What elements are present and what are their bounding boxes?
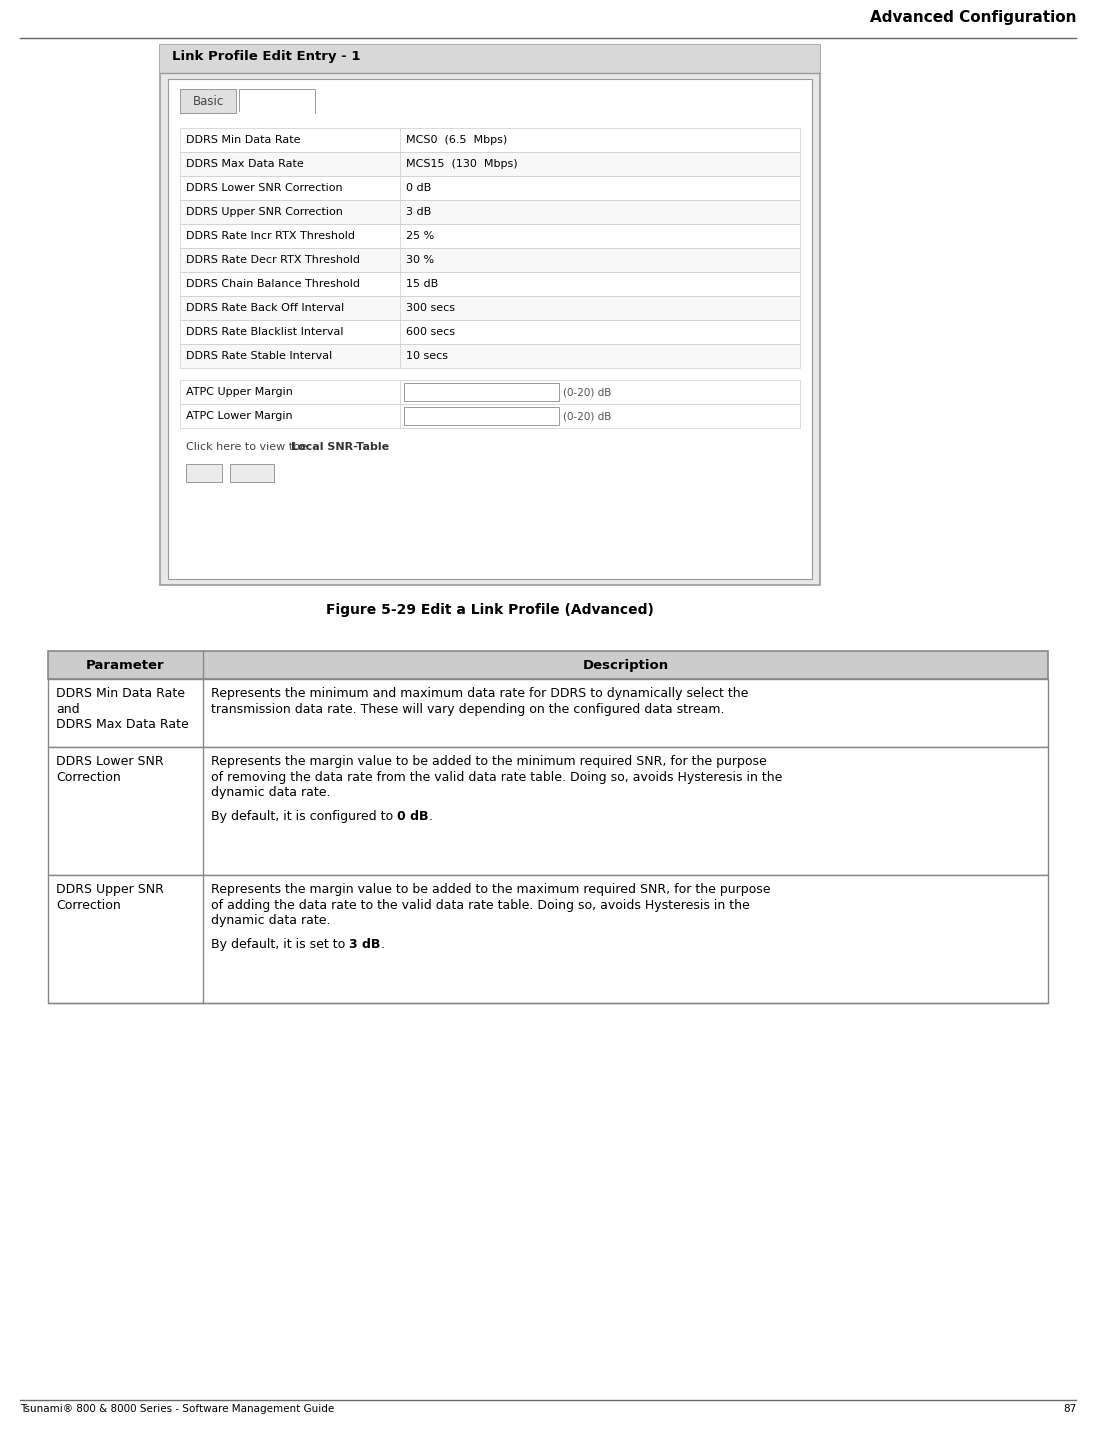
Text: 25 %: 25 % — [406, 231, 434, 242]
Bar — [230, 464, 274, 482]
Text: Back: Back — [239, 469, 265, 477]
Bar — [186, 464, 222, 482]
Text: 15 dB: 15 dB — [406, 279, 438, 289]
Bar — [48, 747, 1048, 875]
Text: 3 dB: 3 dB — [350, 937, 380, 950]
Text: DDRS Rate Back Off Interval: DDRS Rate Back Off Interval — [186, 303, 344, 313]
Bar — [48, 679, 1048, 747]
Bar — [180, 272, 800, 296]
Text: Local SNR-Table: Local SNR-Table — [290, 442, 389, 452]
Text: By default, it is set to: By default, it is set to — [212, 937, 350, 950]
Text: 10: 10 — [410, 387, 424, 397]
Text: Description: Description — [582, 659, 669, 672]
Bar — [180, 404, 800, 429]
Text: Advanced: Advanced — [244, 94, 309, 107]
Bar — [180, 129, 800, 151]
Bar — [180, 224, 800, 249]
Text: and: and — [56, 703, 80, 716]
Text: transmission data rate. These will vary depending on the configured data stream.: transmission data rate. These will vary … — [212, 703, 724, 716]
Text: Correction: Correction — [56, 899, 121, 912]
Text: Parameter: Parameter — [87, 659, 164, 672]
Bar — [180, 344, 800, 369]
Text: 0 dB: 0 dB — [406, 183, 431, 193]
Bar — [180, 176, 800, 200]
Text: 10: 10 — [410, 412, 424, 422]
Bar — [180, 380, 800, 404]
Text: DDRS Upper SNR Correction: DDRS Upper SNR Correction — [186, 207, 343, 217]
Text: ATPC Lower Margin: ATPC Lower Margin — [186, 412, 293, 422]
Text: of removing the data rate from the valid data rate table. Doing so, avoids Hyste: of removing the data rate from the valid… — [212, 770, 783, 783]
Text: MCS0  (6.5  Mbps): MCS0 (6.5 Mbps) — [406, 134, 507, 144]
Text: (0-20) dB: (0-20) dB — [563, 387, 612, 397]
Text: of adding the data rate to the valid data rate table. Doing so, avoids Hysteresi: of adding the data rate to the valid dat… — [212, 899, 750, 912]
Bar — [404, 383, 559, 402]
Text: 600 secs: 600 secs — [406, 327, 455, 337]
Text: (0-20) dB: (0-20) dB — [563, 412, 612, 422]
Text: dynamic data rate.: dynamic data rate. — [212, 915, 331, 927]
Bar — [160, 44, 820, 73]
Text: 10 secs: 10 secs — [406, 352, 448, 362]
Text: Advanced Configuration: Advanced Configuration — [869, 10, 1076, 24]
Text: Basic: Basic — [193, 94, 224, 107]
Text: 3 dB: 3 dB — [406, 207, 431, 217]
Text: DDRS Max Data Rate: DDRS Max Data Rate — [56, 717, 189, 732]
Text: DDRS Min Data Rate: DDRS Min Data Rate — [56, 687, 185, 700]
Text: 87: 87 — [1063, 1405, 1076, 1415]
Text: DDRS Rate Incr RTX Threshold: DDRS Rate Incr RTX Threshold — [186, 231, 355, 242]
Text: Represents the margin value to be added to the minimum required SNR, for the pur: Represents the margin value to be added … — [212, 755, 767, 767]
Bar — [180, 249, 800, 272]
Text: 300 secs: 300 secs — [406, 303, 455, 313]
Text: .: . — [380, 937, 385, 950]
Bar — [180, 320, 800, 344]
Text: DDRS Min Data Rate: DDRS Min Data Rate — [186, 134, 300, 144]
Text: dynamic data rate.: dynamic data rate. — [212, 786, 331, 799]
Text: ATPC Upper Margin: ATPC Upper Margin — [186, 387, 293, 397]
Bar — [48, 875, 1048, 1003]
Bar — [168, 79, 812, 579]
Text: Represents the minimum and maximum data rate for DDRS to dynamically select the: Represents the minimum and maximum data … — [212, 687, 749, 700]
Text: OK: OK — [196, 469, 212, 477]
Text: 30 %: 30 % — [406, 254, 434, 264]
Bar — [404, 407, 559, 424]
Text: Tsunami® 800 & 8000 Series - Software Management Guide: Tsunami® 800 & 8000 Series - Software Ma… — [20, 1405, 334, 1415]
Text: Link Profile Edit Entry - 1: Link Profile Edit Entry - 1 — [172, 50, 361, 63]
Bar — [239, 89, 315, 113]
Text: DDRS Rate Blacklist Interval: DDRS Rate Blacklist Interval — [186, 327, 343, 337]
Text: Correction: Correction — [56, 770, 121, 783]
Text: DDRS Rate Decr RTX Threshold: DDRS Rate Decr RTX Threshold — [186, 254, 359, 264]
Text: .: . — [429, 809, 433, 823]
Text: DDRS Rate Stable Interval: DDRS Rate Stable Interval — [186, 352, 332, 362]
Text: MCS15  (130  Mbps): MCS15 (130 Mbps) — [406, 159, 517, 169]
Text: By default, it is configured to: By default, it is configured to — [212, 809, 397, 823]
Text: Click here to view the: Click here to view the — [186, 442, 310, 452]
Text: DDRS Max Data Rate: DDRS Max Data Rate — [186, 159, 304, 169]
Bar — [48, 652, 1048, 679]
Text: 0 dB: 0 dB — [397, 809, 429, 823]
Bar — [180, 89, 236, 113]
Text: DDRS Chain Balance Threshold: DDRS Chain Balance Threshold — [186, 279, 359, 289]
Bar — [180, 296, 800, 320]
Text: Figure 5-29 Edit a Link Profile (Advanced): Figure 5-29 Edit a Link Profile (Advance… — [327, 603, 654, 617]
Bar — [160, 44, 820, 584]
Text: DDRS Upper SNR: DDRS Upper SNR — [56, 883, 164, 896]
Text: Represents the margin value to be added to the maximum required SNR, for the pur: Represents the margin value to be added … — [212, 883, 770, 896]
Text: DDRS Lower SNR: DDRS Lower SNR — [56, 755, 163, 767]
Bar — [180, 151, 800, 176]
Text: DDRS Lower SNR Correction: DDRS Lower SNR Correction — [186, 183, 343, 193]
Bar — [180, 200, 800, 224]
